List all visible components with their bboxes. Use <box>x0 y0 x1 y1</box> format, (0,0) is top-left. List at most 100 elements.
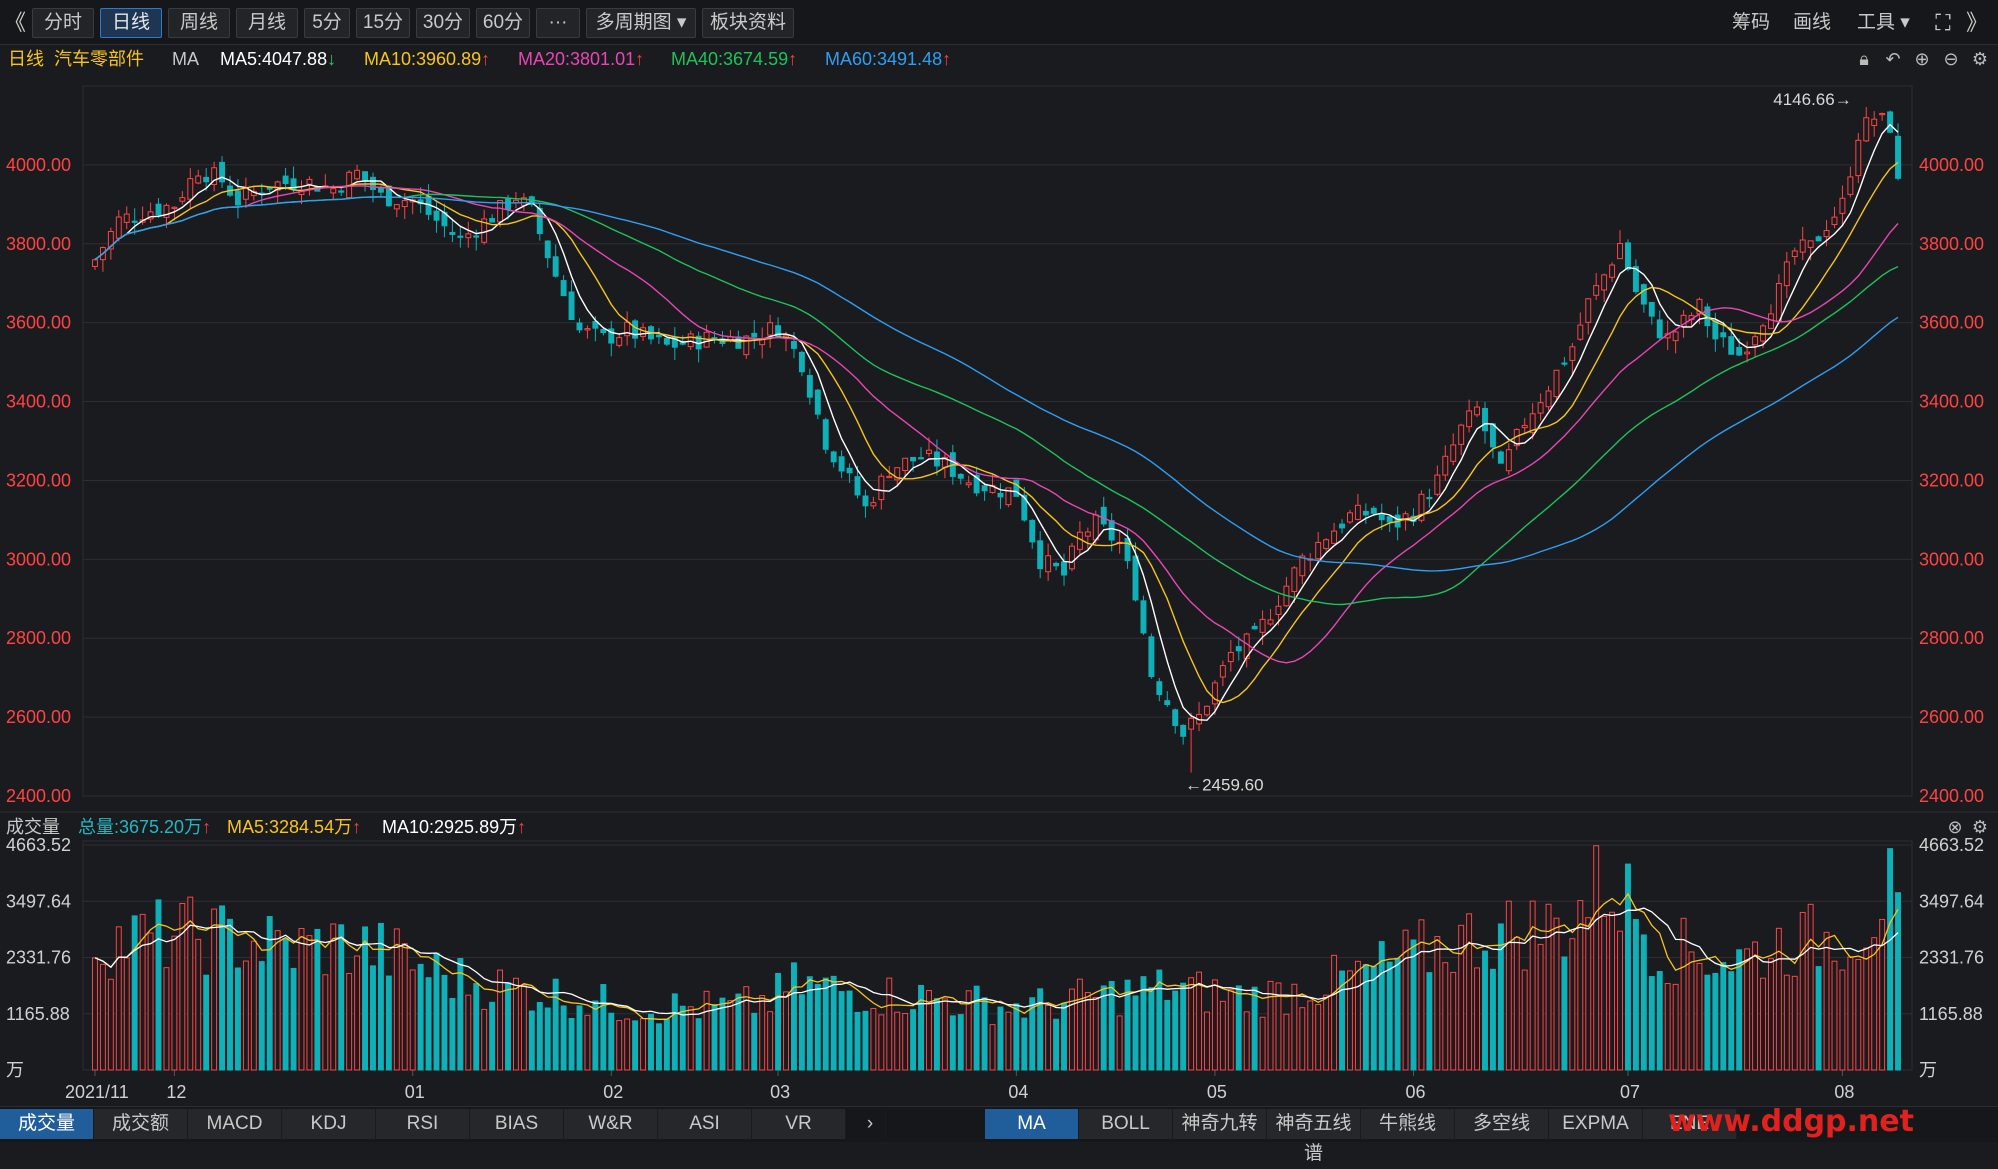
overlay-tab-7[interactable]: ENE <box>1643 1109 1737 1139</box>
indicator-tab-1[interactable]: 成交额 <box>94 1109 188 1139</box>
volume-bar-170 <box>1442 962 1449 1071</box>
ma-legend-1: MA10:3960.89↑ <box>364 49 491 69</box>
candle-body-187 <box>1577 324 1584 340</box>
volume-bar-160 <box>1362 964 1369 1071</box>
candle-body-149 <box>1275 605 1282 615</box>
volume-bar-6 <box>139 913 146 1071</box>
candle-body-23 <box>274 181 281 191</box>
volume-bar-82 <box>743 986 750 1071</box>
volume-bar-126 <box>1092 997 1099 1071</box>
candle-body-49 <box>481 218 488 243</box>
tabs-next-icon[interactable]: › <box>855 1109 886 1139</box>
zoom-in-icon[interactable]: ⊕ <box>1914 49 1930 69</box>
candle-body-122 <box>1061 561 1067 576</box>
volume-bar-56 <box>536 1002 543 1071</box>
volume-bar-87 <box>783 991 789 1071</box>
candle-body-162 <box>1378 514 1385 521</box>
candle-body-137 <box>1180 724 1187 737</box>
volume-bar-144 <box>1235 985 1242 1071</box>
indicator-tab-6[interactable]: W&R <box>564 1109 658 1139</box>
price-tick-left-5: 3000.00 <box>6 549 71 569</box>
volume-bar-41 <box>417 963 424 1071</box>
candle-body-195 <box>1640 284 1647 305</box>
candle-body-2 <box>107 230 114 250</box>
volume-bar-207 <box>1736 949 1743 1071</box>
price-tick-left-6: 2800.00 <box>6 628 71 648</box>
undo-icon[interactable]: ↶ <box>1885 49 1901 69</box>
overlay-tab-5[interactable]: 多空线 <box>1455 1109 1549 1139</box>
period-button-6[interactable]: 30分 <box>416 8 470 38</box>
overlay-tab-6[interactable]: EXPMA <box>1549 1109 1643 1139</box>
indicator-tab-0[interactable]: 成交量 <box>0 1109 94 1139</box>
overlay-tab-4[interactable]: 牛熊线 <box>1361 1109 1455 1139</box>
period-button-9[interactable]: 多周期图 ▾ <box>586 8 696 38</box>
volume-bar-152 <box>1299 1007 1306 1071</box>
volume-bar-139 <box>1196 971 1203 1071</box>
candle-body-168 <box>1426 497 1433 500</box>
candle-body-191 <box>1609 264 1616 278</box>
volume-bar-173 <box>1466 913 1473 1071</box>
close-panel-icon[interactable]: ⊗ <box>1947 817 1963 837</box>
zoom-out-icon[interactable]: ⊖ <box>1943 49 1959 69</box>
toolbar-item-1[interactable]: 画线 <box>1793 12 1832 33</box>
candle-body-61 <box>576 322 583 331</box>
volume-bar-226 <box>1887 848 1894 1071</box>
volume-bar-149 <box>1275 982 1282 1071</box>
fullscreen-icon[interactable]: ⛶ <box>1935 10 1951 35</box>
candle-body-141 <box>1211 682 1218 705</box>
period-button-1[interactable]: 日线 <box>100 8 162 38</box>
expand-right-icon[interactable]: 》 <box>1965 10 1988 35</box>
overlay-tab-1[interactable]: BOLL <box>1079 1109 1173 1139</box>
volume-bar-48 <box>473 983 480 1071</box>
volume-bar-208 <box>1744 948 1751 1071</box>
candle-body-57 <box>544 240 551 259</box>
period-button-8[interactable]: ··· <box>536 8 580 38</box>
candle-body-33 <box>354 169 361 180</box>
period-button-4[interactable]: 5分 <box>304 8 350 38</box>
volume-bar-213 <box>1783 974 1790 1071</box>
collapse-left-icon[interactable]: 《 <box>3 10 26 35</box>
period-button-0[interactable]: 分时 <box>32 8 94 38</box>
indicator-name[interactable]: MA <box>172 49 199 69</box>
kline-chart[interactable]: 4000.00 4000.00 3800.00 3800.00 3600.00 3600.… <box>0 74 1998 1106</box>
symbol-name[interactable]: 汽车零部件 <box>54 49 144 69</box>
overlay-tab-3[interactable]: 神奇五线谱 <box>1267 1109 1361 1164</box>
toolbar-item-2[interactable]: 工具 ▾ <box>1857 12 1910 33</box>
toolbar-item-0[interactable]: 筹码 <box>1732 12 1771 33</box>
candle-body-207 <box>1736 347 1743 356</box>
indicator-tab-7[interactable]: ASI <box>658 1109 752 1139</box>
candle-body-189 <box>1593 285 1600 296</box>
overlay-tab-0[interactable]: MA <box>985 1109 1079 1139</box>
candle-body-120 <box>1045 555 1052 573</box>
period-button-2[interactable]: 周线 <box>168 8 230 38</box>
ma-legend-arrow-4: ↑ <box>942 49 952 69</box>
volume-title[interactable]: 成交量 <box>6 817 60 837</box>
candle-body-4 <box>123 213 130 223</box>
overlay-tab-2[interactable]: 神奇九转 <box>1173 1109 1267 1139</box>
volume-bar-113 <box>989 1024 996 1071</box>
period-button-10[interactable]: 板块资料 <box>702 8 794 38</box>
candle-body-169 <box>1434 474 1441 495</box>
indicator-tab-2[interactable]: MACD <box>188 1109 282 1139</box>
settings-icon[interactable]: ⚙ <box>1971 49 1989 69</box>
candle-body-98 <box>870 502 877 507</box>
period-button-3[interactable]: 月线 <box>236 8 298 38</box>
indicator-tab-4[interactable]: RSI <box>376 1109 470 1139</box>
indicator-tab-3[interactable]: KDJ <box>282 1109 376 1139</box>
period-button-7[interactable]: 60分 <box>476 8 530 38</box>
volume-bar-190 <box>1601 915 1608 1071</box>
candle-body-175 <box>1482 407 1488 432</box>
price-tick-left-8: 2400.00 <box>6 786 71 806</box>
volume-bar-46 <box>457 957 464 1071</box>
indicator-tab-8[interactable]: VR <box>752 1109 846 1139</box>
period-button-5[interactable]: 15分 <box>356 8 410 38</box>
candle-body-69 <box>640 327 646 337</box>
candle-body-185 <box>1561 362 1568 365</box>
lock-icon[interactable]: 🔒︎ <box>1859 49 1869 69</box>
volume-bar-137 <box>1180 982 1187 1071</box>
candle-body-62 <box>584 328 591 331</box>
volume-settings-icon[interactable]: ⚙ <box>1971 817 1989 837</box>
indicator-tab-5[interactable]: BIAS <box>470 1109 564 1139</box>
top-toolbar: 《 分时 日线 周线 月线 5分 15分 30分 60分 ··· 多周期图 ▾ 板块资料 筹码 画线 工… <box>0 0 1998 45</box>
candle-body-174 <box>1474 406 1481 416</box>
